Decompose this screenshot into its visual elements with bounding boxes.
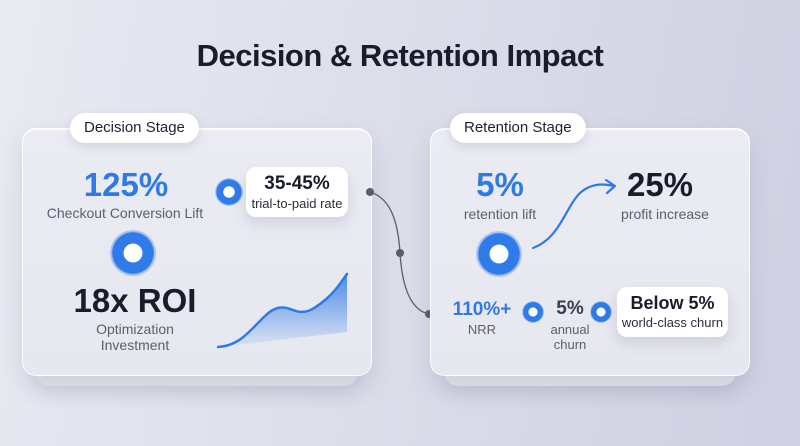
- trial-to-paid-value: 35-45%: [264, 173, 330, 194]
- roi-value: 18x ROI: [73, 282, 197, 319]
- profit-increase-caption: profit increase: [621, 206, 709, 222]
- nrr-marker-dot-icon: [522, 301, 544, 323]
- retention-lift-caption: retention lift: [463, 206, 537, 222]
- retention-stage-label: Retention Stage: [450, 113, 586, 143]
- annual-churn-caption-line2: churn: [553, 337, 587, 352]
- retention-marker-dot-icon: [476, 231, 522, 277]
- world-class-churn-caption: world-class churn: [621, 315, 724, 330]
- page-title: Decision & Retention Impact: [196, 38, 604, 73]
- decision-stage-label: Decision Stage: [70, 113, 199, 143]
- retention-lift-value: 5%: [476, 166, 524, 203]
- trial-marker-dot-icon: [215, 178, 243, 206]
- profit-increase-value: 25%: [626, 166, 694, 203]
- growth-arrow-icon: [531, 178, 617, 250]
- world-class-churn-card: Below 5% world-class churn: [617, 287, 728, 337]
- roi-caption-line1: Optimization: [96, 321, 174, 337]
- growth-sparkline-icon: [216, 272, 349, 349]
- conversion-lift-caption: Checkout Conversion Lift: [46, 205, 204, 221]
- roi-marker-dot-icon: [110, 230, 156, 276]
- world-class-churn-value: Below 5%: [630, 293, 715, 313]
- churn-marker-dot-icon: [590, 301, 612, 323]
- annual-churn-caption-line1: annual: [550, 322, 590, 337]
- conversion-lift-value: 125%: [83, 166, 169, 203]
- annual-churn-value: 5%: [556, 298, 584, 319]
- nrr-value: 110%+: [452, 299, 512, 320]
- trial-to-paid-caption: trial-to-paid rate: [251, 196, 343, 211]
- trial-to-paid-card: 35-45% trial-to-paid rate: [246, 167, 348, 217]
- nrr-caption: NRR: [467, 322, 497, 337]
- roi-caption-line2: Investment: [100, 337, 170, 353]
